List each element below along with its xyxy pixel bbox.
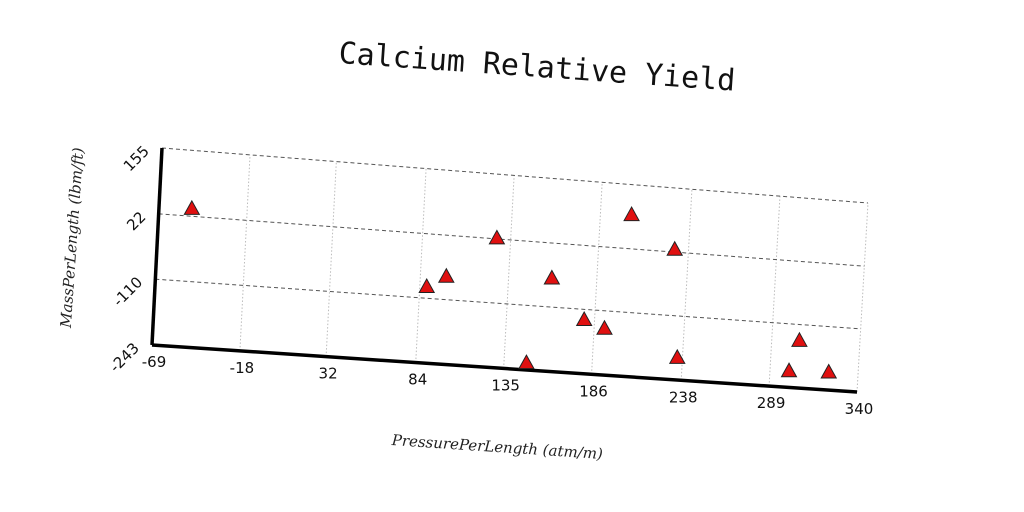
x-grid-line (325, 161, 337, 357)
x-tick-label: 238 (669, 388, 698, 406)
y-tick-label: 22 (123, 208, 149, 234)
x-tick-label: 340 (845, 400, 874, 418)
data-point (518, 354, 535, 370)
x-tick-label: 84 (408, 371, 427, 389)
x-tick-label: 32 (319, 365, 338, 383)
data-point (596, 319, 613, 335)
x-grid-line (591, 182, 603, 375)
x-tick-label: 135 (491, 376, 520, 394)
data-point (418, 278, 436, 294)
data-points (183, 199, 838, 379)
data-point (488, 229, 506, 245)
grid-lines (155, 147, 869, 393)
data-point (668, 348, 686, 364)
data-point (820, 363, 838, 379)
data-point (666, 240, 684, 256)
tick-labels: -69 -18 32 84 135 186 238 289 340 -243 -110 22 155 (106, 142, 873, 418)
data-point (791, 331, 808, 347)
x-axis-line (151, 343, 858, 394)
x-grid-line (680, 189, 693, 381)
y-grid-line (161, 147, 869, 204)
x-grid-line (768, 196, 781, 387)
y-tick-label: -243 (106, 339, 143, 376)
x-grid-line (415, 168, 427, 363)
y-grid-line (155, 278, 861, 330)
x-axis-title: PressurePerLength (atm/m) (390, 431, 603, 463)
y-tick-label: -110 (109, 273, 146, 310)
x-grid-line (856, 202, 869, 393)
x-tick-label: 186 (579, 382, 608, 400)
data-point (437, 267, 455, 283)
y-axis-title: MassPerLength (lbm/ft) (57, 147, 88, 330)
y-grid-line (158, 213, 865, 267)
data-point (780, 362, 798, 378)
data-point (543, 269, 561, 285)
x-tick-label: 289 (757, 394, 786, 412)
x-tick-label: -69 (142, 353, 167, 371)
x-tick-label: -18 (230, 359, 255, 377)
x-grid-line (239, 154, 251, 351)
y-tick-label: 155 (120, 142, 153, 175)
y-axis-line (150, 147, 164, 346)
axes (150, 147, 858, 394)
data-point (575, 311, 593, 327)
data-point (623, 206, 640, 222)
data-point (183, 199, 201, 215)
x-grid-line (503, 175, 515, 369)
